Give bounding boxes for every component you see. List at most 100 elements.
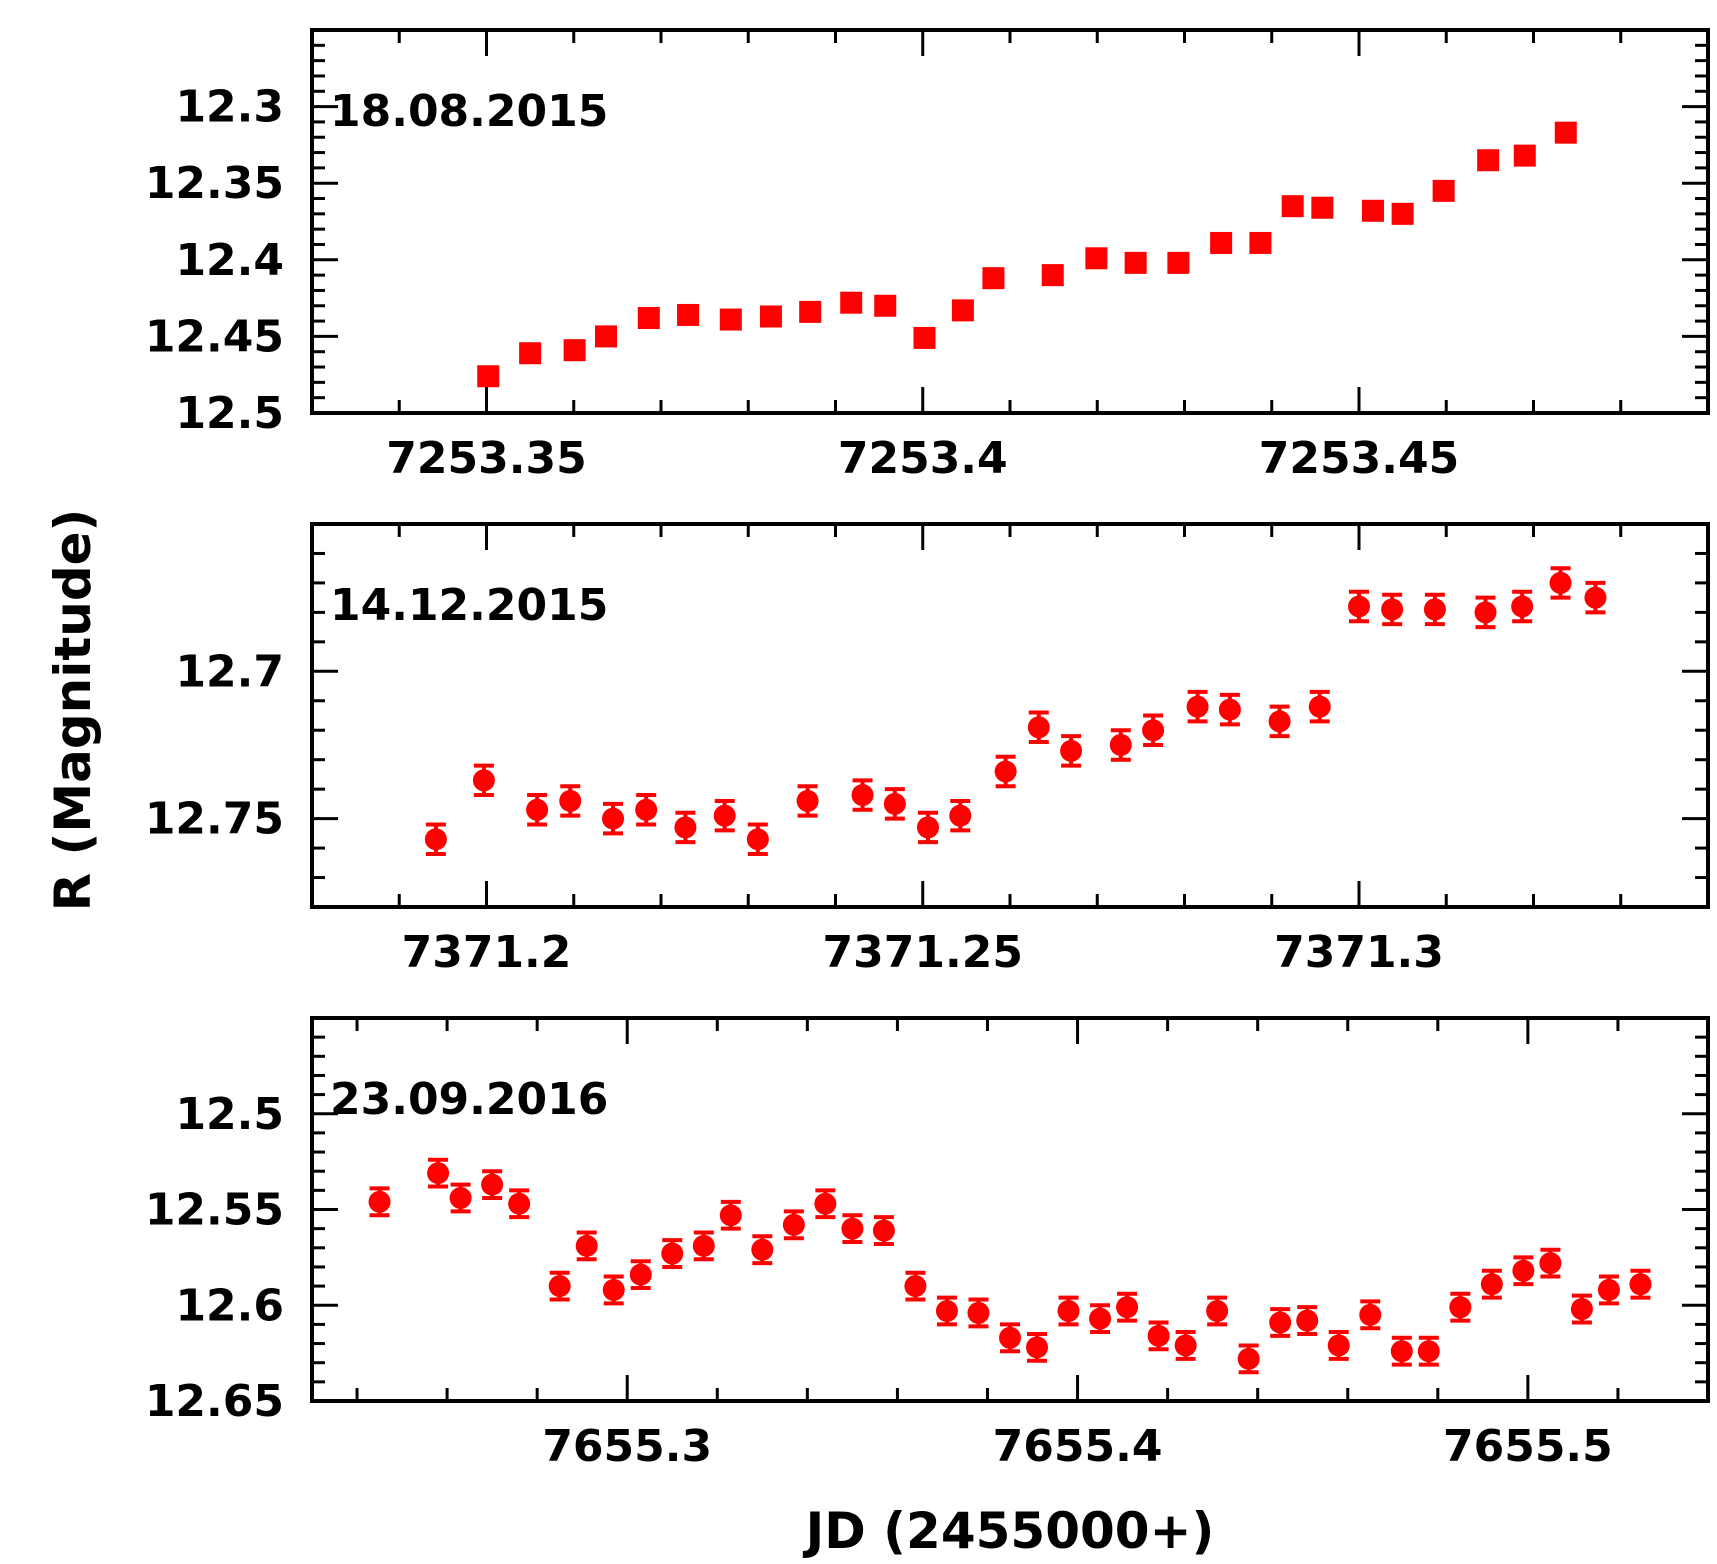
- x-tick-labels: 7253.35 7253.4 7253.45: [386, 433, 1459, 484]
- y-tick-label: 12.35: [145, 158, 284, 209]
- data-point: [1584, 586, 1607, 609]
- data-point: [477, 365, 500, 388]
- data-point: [1359, 1303, 1382, 1326]
- data-point: [661, 1242, 684, 1265]
- data-point: [851, 784, 874, 807]
- data-point: [1549, 571, 1572, 594]
- y-tick-label: 12.65: [145, 1376, 284, 1427]
- data-point: [427, 1162, 450, 1185]
- data-point: [563, 339, 586, 362]
- data-point: [1206, 1299, 1229, 1322]
- data-point: [1423, 598, 1446, 621]
- data-point: [994, 760, 1017, 783]
- data-point: [1057, 1299, 1080, 1322]
- data-point: [1147, 1324, 1170, 1347]
- y-axis-title: R (Magnitude): [44, 509, 102, 912]
- x-tick-label: 7655.5: [1443, 1421, 1613, 1472]
- tick-marks: [312, 28, 1710, 415]
- data-points: [477, 121, 1577, 388]
- data-point: [799, 300, 822, 323]
- x-tick-labels: 7655.3 7655.4 7655.5: [542, 1421, 1612, 1472]
- data-point: [1554, 121, 1577, 144]
- data-point: [1361, 199, 1384, 222]
- data-point: [872, 1219, 895, 1242]
- data-point: [1026, 1336, 1049, 1359]
- panel-23-09-2016: 12.5 12.55 12.6 12.65 7655.3 7655.4 7655.5 23…: [145, 1016, 1710, 1472]
- data-point: [1269, 1311, 1292, 1334]
- data-point: [1327, 1334, 1350, 1357]
- data-point: [746, 828, 769, 851]
- data-points: [424, 566, 1607, 856]
- y-tick-label: 12.75: [145, 794, 284, 845]
- data-point: [1041, 264, 1064, 287]
- y-tick-label: 12.55: [145, 1185, 284, 1236]
- data-point: [1348, 595, 1370, 618]
- data-point: [1511, 595, 1534, 618]
- data-point: [481, 1173, 504, 1196]
- data-point: [999, 1326, 1021, 1349]
- x-tick-label: 7371.2: [402, 927, 572, 978]
- data-point: [913, 326, 936, 349]
- y-tick-label: 12.5: [175, 1089, 284, 1140]
- y-tick-label: 12.5: [175, 388, 284, 439]
- data-point: [1597, 1278, 1620, 1301]
- y-tick-labels: 12.5 12.55 12.6 12.65: [145, 1089, 284, 1427]
- data-point: [674, 816, 697, 839]
- tick-marks: [312, 1016, 1710, 1403]
- data-point: [1218, 698, 1241, 721]
- data-point: [1174, 1334, 1197, 1357]
- data-point: [1085, 247, 1108, 270]
- data-point: [1512, 1259, 1535, 1282]
- data-point: [559, 789, 582, 812]
- tick-marks: [310, 522, 1708, 909]
- data-point: [1570, 1298, 1593, 1321]
- x-tick-label: 7253.45: [1259, 433, 1459, 484]
- data-point: [449, 1187, 472, 1210]
- data-point: [1124, 251, 1147, 274]
- data-point: [635, 798, 658, 821]
- data-point: [782, 1213, 805, 1236]
- x-tick-label: 7655.3: [542, 1421, 712, 1472]
- data-point: [1480, 1273, 1503, 1296]
- data-point: [368, 1190, 391, 1213]
- x-tick-label: 7371.3: [1274, 927, 1444, 978]
- data-point: [982, 267, 1005, 290]
- data-point: [751, 1238, 774, 1261]
- data-points: [368, 1157, 1652, 1375]
- data-point: [1210, 231, 1233, 254]
- x-tick-label: 7253.4: [838, 433, 1008, 484]
- panel-14-12-2015: 12.7 12.75 7371.2 7371.25 7371.3 14.12.2015: [145, 522, 1710, 978]
- data-point: [595, 325, 618, 348]
- data-point: [841, 1217, 864, 1240]
- data-point: [1629, 1273, 1652, 1296]
- panel-date-label: 18.08.2015: [330, 86, 608, 137]
- data-point: [1477, 149, 1500, 172]
- data-point: [814, 1192, 837, 1215]
- data-point: [1027, 716, 1050, 739]
- data-point: [1281, 195, 1304, 218]
- data-point: [1249, 231, 1272, 254]
- data-point: [1186, 695, 1209, 718]
- data-point: [602, 1278, 625, 1301]
- data-point: [548, 1275, 571, 1298]
- data-point: [424, 828, 447, 851]
- data-point: [874, 294, 897, 317]
- data-point: [904, 1275, 927, 1298]
- data-point: [1089, 1307, 1112, 1330]
- data-point: [1060, 739, 1083, 762]
- data-point: [951, 299, 974, 322]
- y-tick-label: 12.3: [175, 82, 284, 133]
- data-point: [1268, 710, 1291, 733]
- data-point: [1417, 1340, 1440, 1363]
- data-point: [935, 1299, 958, 1322]
- data-point: [840, 291, 863, 314]
- data-point: [602, 807, 625, 830]
- data-point: [759, 305, 782, 328]
- data-point: [1474, 601, 1497, 624]
- data-point: [1381, 598, 1404, 621]
- data-point: [967, 1301, 990, 1324]
- data-point: [1390, 1340, 1413, 1363]
- data-point: [472, 769, 495, 792]
